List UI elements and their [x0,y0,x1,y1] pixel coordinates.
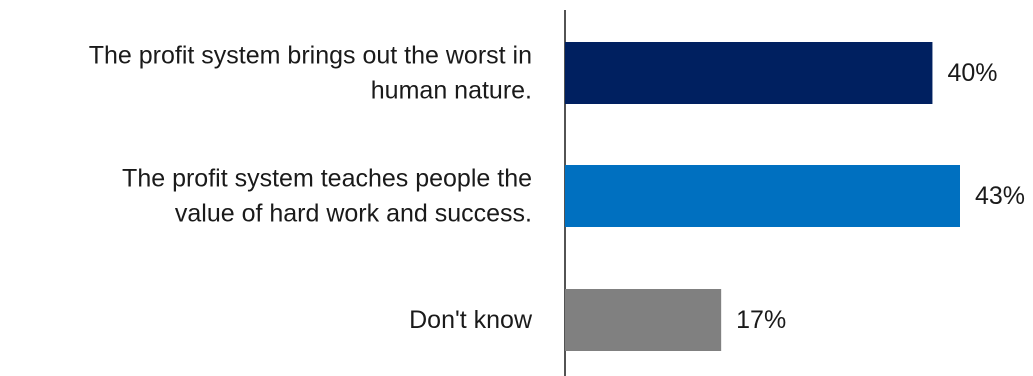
category-label-2-line-0: Don't know [409,306,533,334]
bar-2 [565,289,722,351]
bar-0 [565,42,933,104]
value-label-1: 43% [975,182,1025,210]
value-label-0: 40% [947,59,997,87]
value-label-2: 17% [736,306,786,334]
bar-1 [565,165,960,227]
category-label-0-line-0: The profit system brings out the worst i… [89,42,532,70]
category-label-0-line-1: human nature. [371,77,532,105]
category-label-1-line-0: The profit system teaches people the [122,165,532,193]
category-label-1-line-1: value of hard work and success. [175,200,532,228]
